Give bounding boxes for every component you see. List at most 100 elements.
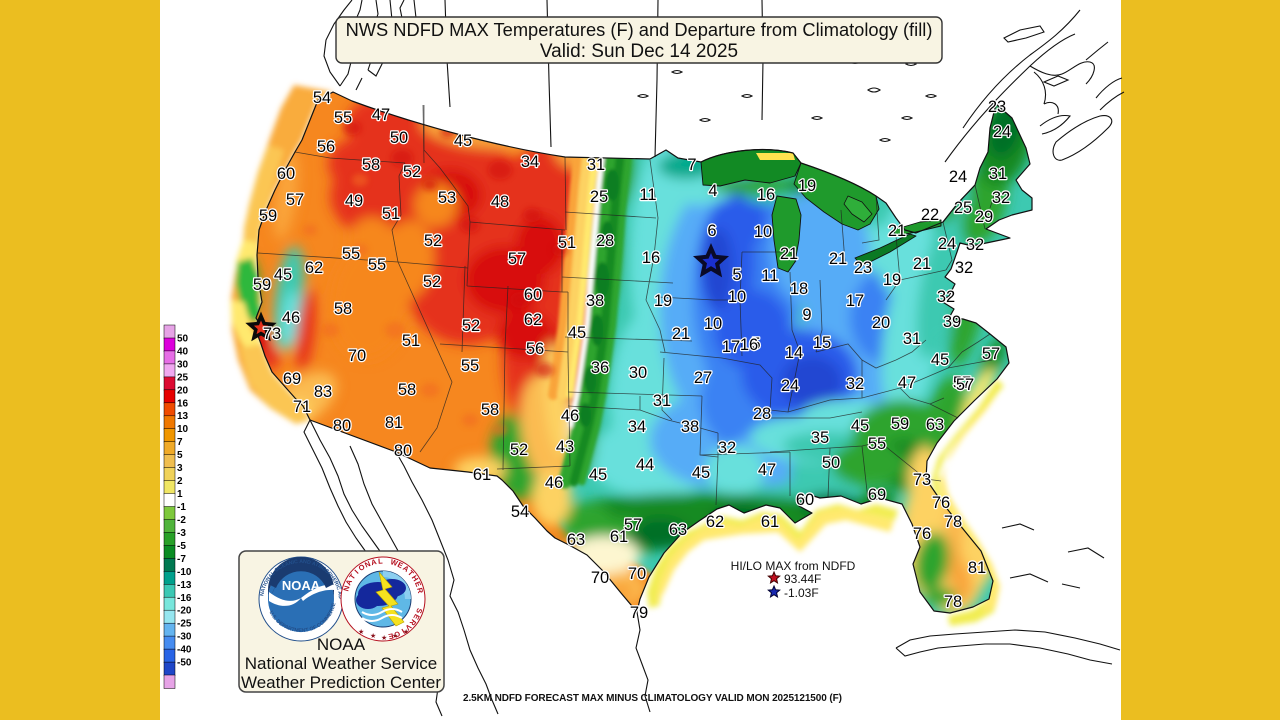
svg-text:24: 24 bbox=[949, 168, 967, 186]
svg-text:51: 51 bbox=[382, 205, 400, 223]
svg-text:A: A bbox=[401, 563, 411, 574]
svg-text:45: 45 bbox=[568, 324, 586, 342]
svg-text:1: 1 bbox=[177, 489, 183, 500]
svg-text:57: 57 bbox=[982, 345, 1000, 363]
svg-text:38: 38 bbox=[586, 292, 604, 310]
svg-text:71: 71 bbox=[293, 398, 311, 416]
svg-text:7: 7 bbox=[177, 437, 183, 448]
svg-text:31: 31 bbox=[653, 392, 671, 410]
svg-text:59: 59 bbox=[253, 276, 271, 294]
svg-text:32: 32 bbox=[718, 439, 736, 457]
svg-text:T: T bbox=[406, 568, 416, 578]
svg-text:55: 55 bbox=[868, 435, 886, 453]
svg-text:I: I bbox=[400, 627, 407, 636]
svg-text:★: ★ bbox=[403, 628, 409, 636]
svg-text:32: 32 bbox=[992, 189, 1010, 207]
svg-text:44: 44 bbox=[636, 456, 654, 474]
svg-text:39: 39 bbox=[943, 313, 961, 331]
svg-text:45: 45 bbox=[692, 464, 710, 482]
svg-text:-1: -1 bbox=[177, 502, 186, 513]
svg-text:61: 61 bbox=[610, 528, 628, 546]
svg-text:80: 80 bbox=[394, 442, 412, 460]
svg-text:E: E bbox=[388, 631, 395, 641]
svg-text:17: 17 bbox=[722, 338, 740, 356]
svg-text:34: 34 bbox=[628, 418, 646, 436]
svg-text:58: 58 bbox=[481, 401, 499, 419]
svg-text:T: T bbox=[347, 572, 357, 581]
svg-text:-5: -5 bbox=[177, 541, 186, 552]
svg-text:53: 53 bbox=[438, 189, 456, 207]
svg-text:NOAA: NOAA bbox=[282, 578, 321, 593]
svg-text:63: 63 bbox=[926, 416, 944, 434]
svg-text:48: 48 bbox=[491, 193, 509, 211]
svg-text:29: 29 bbox=[975, 208, 993, 226]
svg-text:11: 11 bbox=[639, 186, 656, 204]
svg-text:81: 81 bbox=[385, 414, 403, 432]
svg-text:45: 45 bbox=[931, 351, 949, 369]
svg-text:69: 69 bbox=[868, 486, 886, 504]
svg-text:31: 31 bbox=[903, 330, 921, 348]
svg-text:15: 15 bbox=[813, 334, 831, 352]
svg-text:55: 55 bbox=[342, 245, 360, 263]
svg-text:32: 32 bbox=[937, 288, 955, 306]
svg-text:45: 45 bbox=[274, 266, 292, 284]
svg-text:62: 62 bbox=[706, 513, 724, 531]
svg-text:21: 21 bbox=[829, 250, 847, 268]
svg-text:9: 9 bbox=[802, 306, 811, 324]
svg-text:21: 21 bbox=[672, 325, 690, 343]
svg-text:52: 52 bbox=[510, 441, 528, 459]
svg-text:45: 45 bbox=[589, 466, 607, 484]
svg-text:60: 60 bbox=[796, 491, 814, 509]
svg-text:I: I bbox=[353, 568, 361, 576]
svg-text:-3: -3 bbox=[177, 528, 186, 539]
svg-text:52: 52 bbox=[403, 163, 421, 181]
svg-text:32: 32 bbox=[846, 375, 864, 393]
svg-text:55: 55 bbox=[368, 256, 386, 274]
svg-text:62: 62 bbox=[305, 259, 323, 277]
svg-text:55: 55 bbox=[461, 357, 479, 375]
svg-text:60: 60 bbox=[277, 165, 295, 183]
svg-text:52: 52 bbox=[462, 317, 480, 335]
svg-text:58: 58 bbox=[362, 156, 380, 174]
svg-text:25: 25 bbox=[590, 188, 608, 206]
svg-text:59: 59 bbox=[259, 207, 277, 225]
svg-text:Valid: Sun Dec 14 2025: Valid: Sun Dec 14 2025 bbox=[540, 41, 738, 62]
svg-text:24: 24 bbox=[993, 123, 1011, 141]
svg-text:H: H bbox=[410, 574, 421, 583]
svg-text:51: 51 bbox=[558, 234, 576, 252]
svg-text:58: 58 bbox=[334, 300, 352, 318]
svg-text:-10: -10 bbox=[177, 567, 192, 578]
svg-text:16: 16 bbox=[177, 398, 189, 409]
svg-text:21: 21 bbox=[913, 255, 931, 273]
svg-text:61: 61 bbox=[761, 513, 779, 531]
svg-text:23: 23 bbox=[988, 98, 1006, 116]
svg-text:28: 28 bbox=[753, 405, 771, 423]
svg-text:47: 47 bbox=[758, 461, 776, 479]
svg-text:18: 18 bbox=[790, 280, 808, 298]
svg-text:10: 10 bbox=[177, 424, 189, 435]
svg-text:-1.03F: -1.03F bbox=[784, 586, 819, 600]
svg-text:-20: -20 bbox=[177, 606, 192, 617]
svg-text:81: 81 bbox=[968, 559, 986, 577]
svg-text:30: 30 bbox=[629, 364, 647, 382]
svg-text:24: 24 bbox=[938, 235, 956, 253]
svg-text:63: 63 bbox=[567, 531, 585, 549]
svg-text:R: R bbox=[407, 618, 418, 628]
svg-text:49: 49 bbox=[345, 192, 363, 210]
svg-text:★: ★ bbox=[370, 632, 376, 640]
svg-text:70: 70 bbox=[348, 347, 366, 365]
svg-text:54: 54 bbox=[313, 89, 331, 107]
svg-text:78: 78 bbox=[944, 593, 962, 611]
svg-text:57: 57 bbox=[953, 374, 971, 392]
svg-text:47: 47 bbox=[372, 106, 390, 124]
svg-text:10: 10 bbox=[728, 288, 746, 306]
svg-text:58: 58 bbox=[398, 381, 416, 399]
svg-text:32: 32 bbox=[955, 259, 973, 277]
svg-text:3: 3 bbox=[177, 463, 183, 474]
svg-text:16: 16 bbox=[740, 336, 758, 354]
svg-text:57: 57 bbox=[508, 250, 526, 268]
svg-text:51: 51 bbox=[402, 332, 420, 350]
svg-text:16: 16 bbox=[757, 186, 775, 204]
svg-text:76: 76 bbox=[932, 494, 950, 512]
svg-text:57: 57 bbox=[286, 191, 304, 209]
